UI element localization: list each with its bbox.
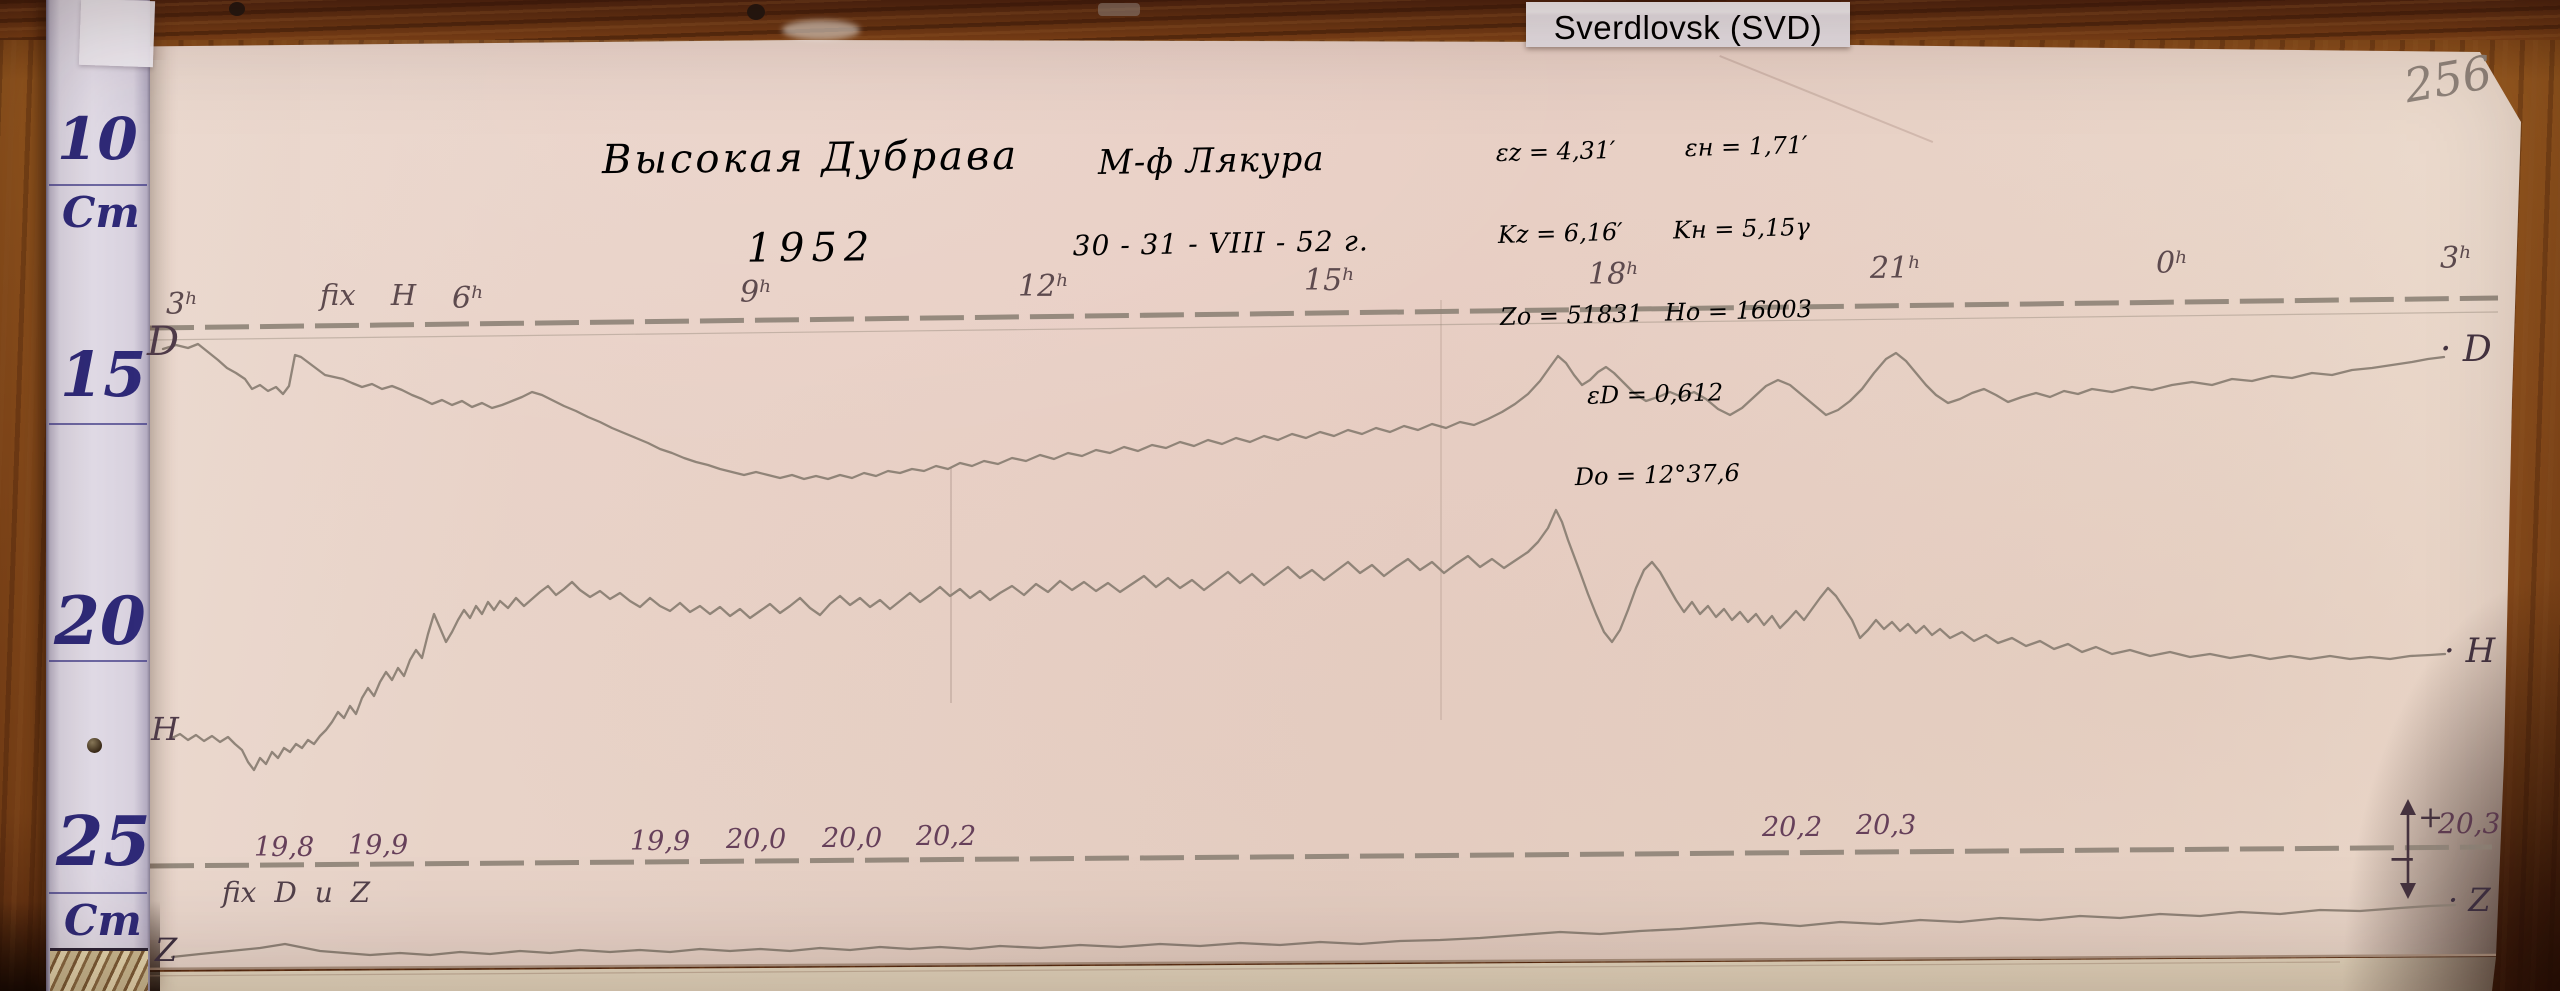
mount-clip-icon xyxy=(1098,3,1140,16)
ruler-line xyxy=(49,423,147,425)
paper-bottom-edge-line xyxy=(127,953,2497,971)
ruler-line xyxy=(49,660,147,662)
station-name-text: Sverdlovsk (SVD) xyxy=(1553,9,1823,47)
wood-shadow-bottom-right xyxy=(2340,571,2560,991)
trace-H xyxy=(170,508,2447,772)
ruler-line xyxy=(49,184,147,186)
temp-scale-line xyxy=(149,844,2493,869)
station-name-label: Sverdlovsk (SVD) xyxy=(1526,2,1850,47)
ruler-line xyxy=(49,892,147,894)
temp-scale-arrow-icon xyxy=(2400,799,2416,899)
hour-scale-line xyxy=(149,295,2499,331)
glass-glare-spot xyxy=(782,20,860,40)
mount-screw-icon xyxy=(229,2,245,16)
measuring-ruler xyxy=(46,0,156,991)
tape-patch xyxy=(78,0,156,68)
wood-table-top-strip xyxy=(0,0,2560,40)
paper-crease xyxy=(950,468,952,703)
hour-scale-hairline-line xyxy=(149,311,2499,341)
paper-crease xyxy=(1440,300,1442,720)
ruler-rivet-icon xyxy=(87,738,102,753)
trace-Z xyxy=(170,903,2457,959)
paper-left-edge-highlight xyxy=(146,60,168,940)
ruler-hinge xyxy=(50,948,148,991)
mount-screw-icon xyxy=(747,4,765,20)
trace-D xyxy=(161,342,2446,481)
paper-bottom-edge-inner-line xyxy=(127,961,2341,977)
